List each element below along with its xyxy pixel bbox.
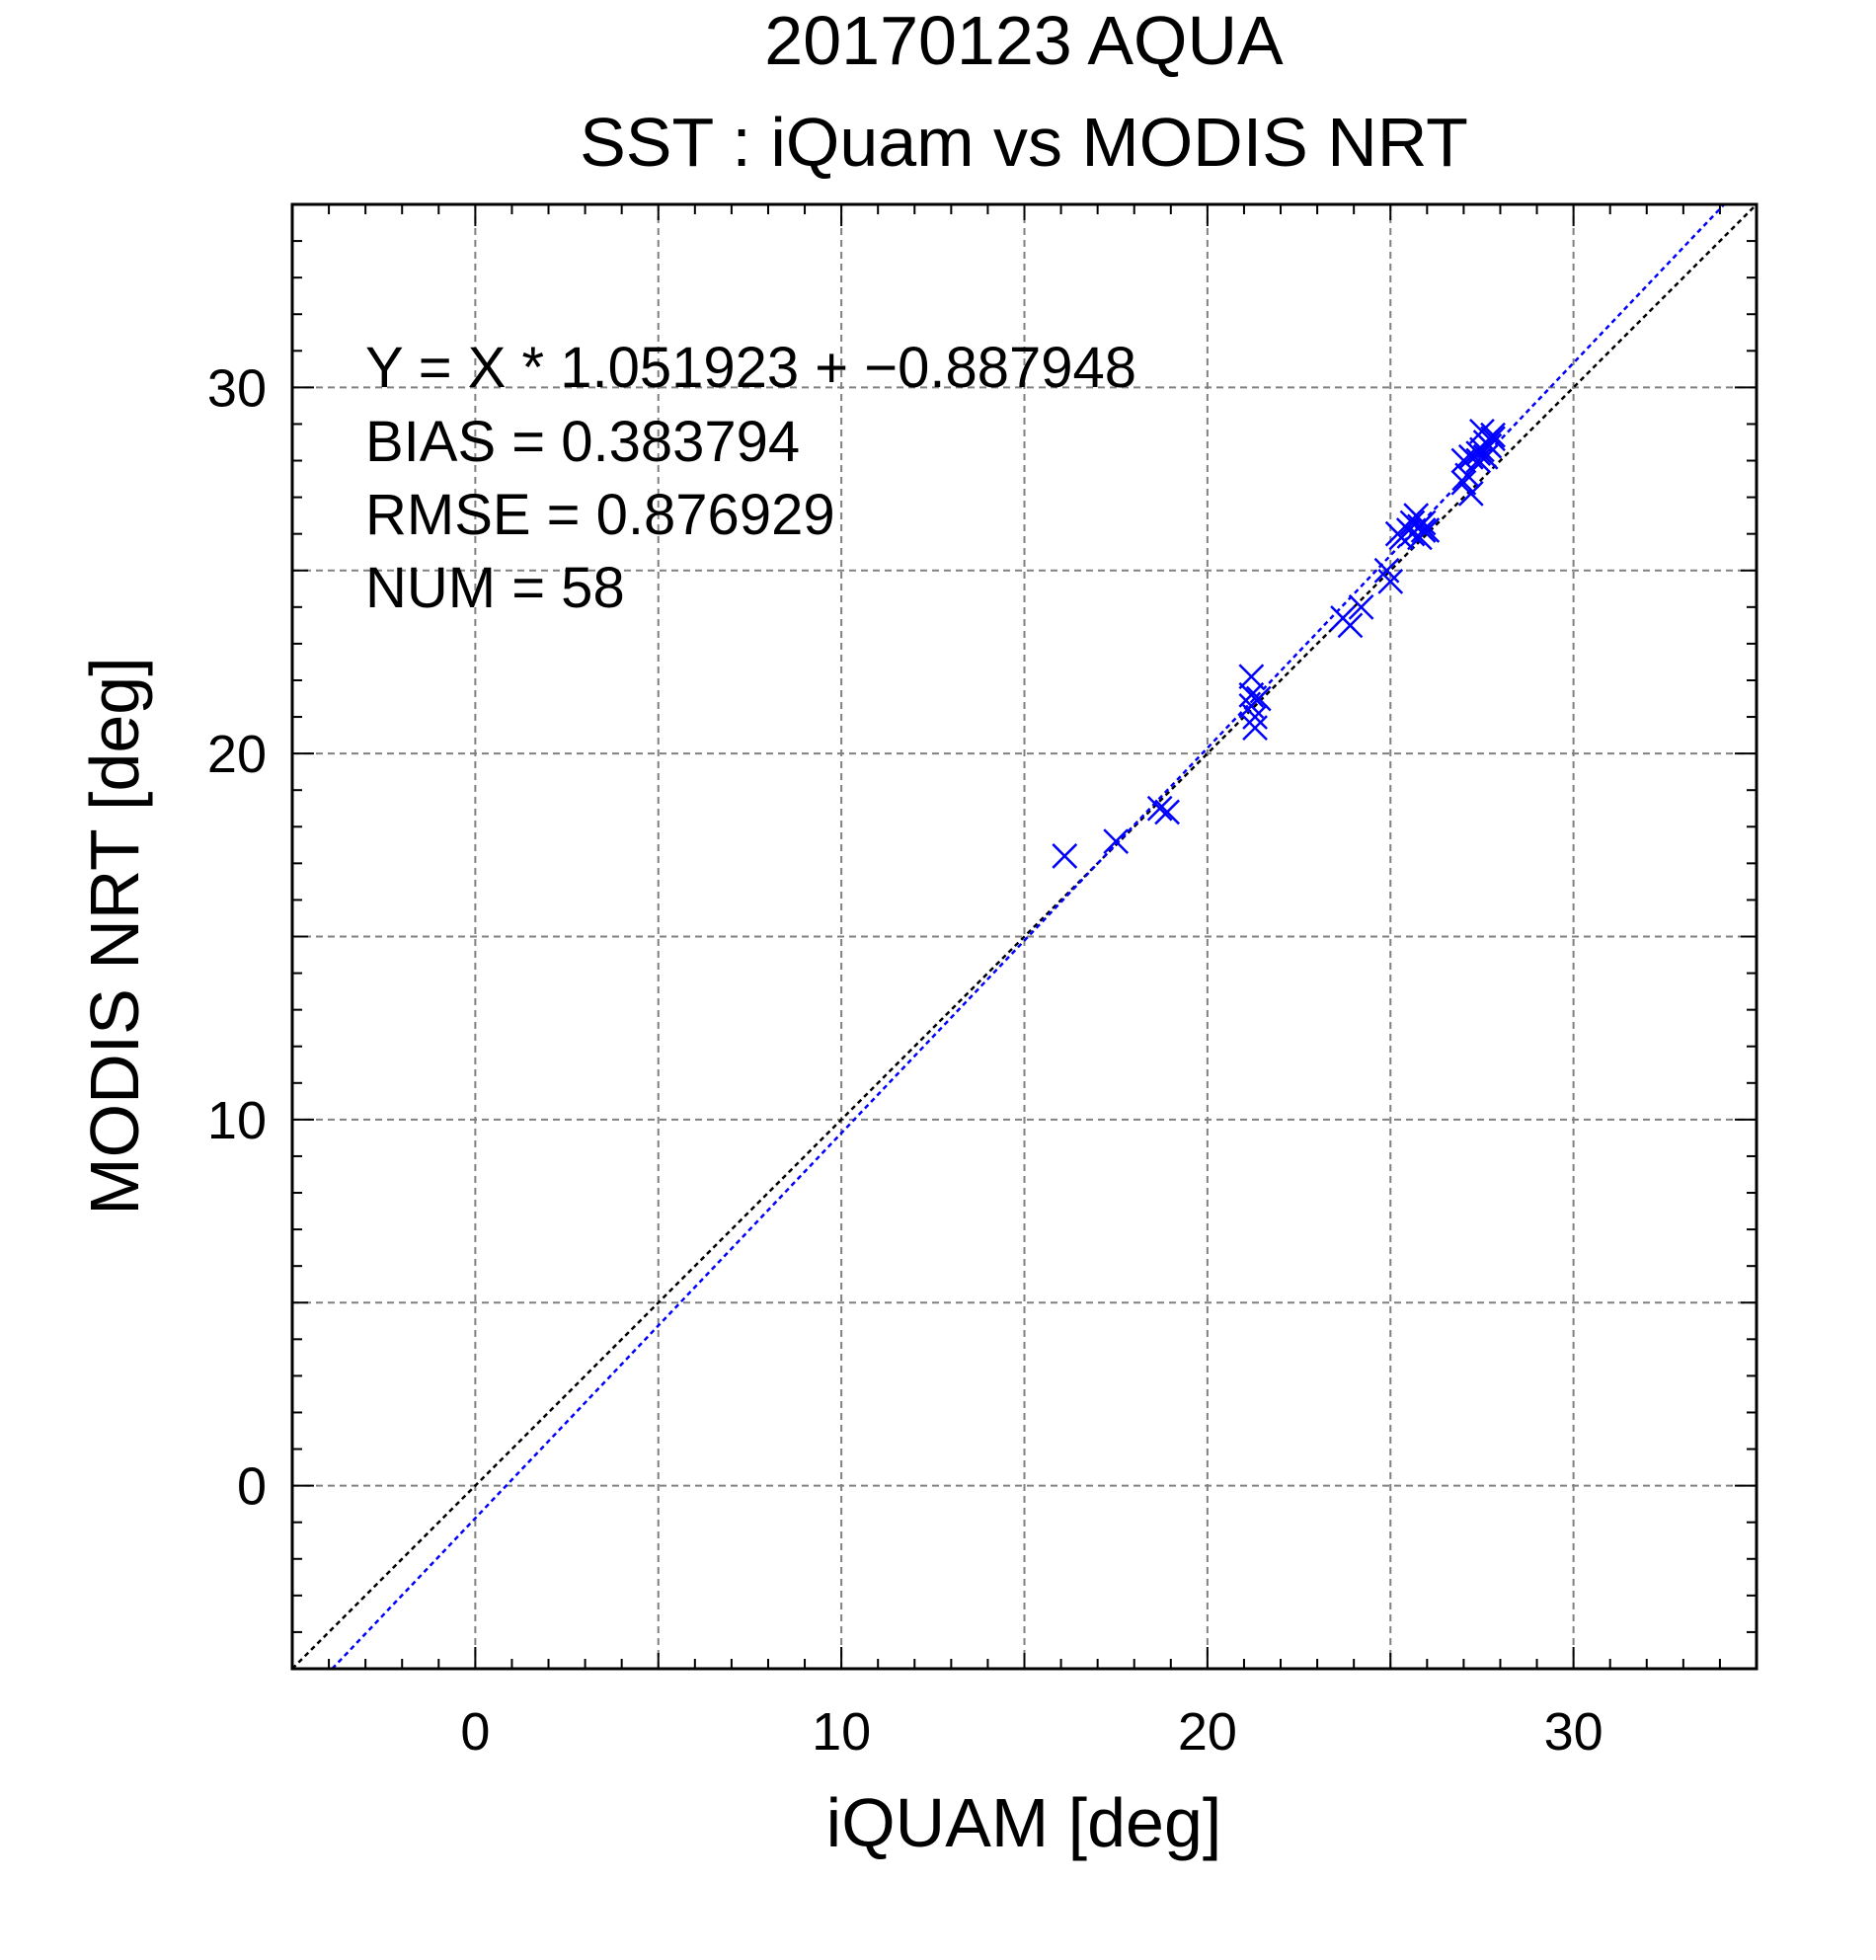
x-tick-label: 0 [460,1702,490,1762]
data-point-stroke [1052,843,1078,869]
data-point [1146,795,1173,822]
data-point [1410,510,1437,536]
data-point [1052,843,1078,869]
data-point [1377,568,1404,594]
data-point-stroke [1146,795,1173,822]
y-tick-label: 20 [207,725,267,784]
data-point [1337,612,1364,639]
data-point-stroke [1348,593,1374,620]
data-point [1414,517,1441,543]
x-tick-labels: 0 10 20 30 [460,1702,1602,1762]
data-point-stroke [1245,685,1272,712]
data-point-stroke [1154,799,1180,825]
data-point [1154,799,1180,825]
data-point-stroke [1410,517,1437,543]
y-axis-label: MODIS NRT [deg] [76,657,153,1215]
data-point [1238,681,1265,708]
chart-title-line2: SST : iQuam vs MODIS NRT [580,104,1468,181]
y-tick-label: 0 [237,1457,267,1517]
data-point [1457,481,1484,507]
data-point-stroke [1480,426,1506,452]
y-tick-label: 10 [207,1091,267,1150]
data-point [1103,828,1130,854]
x-tick-label: 10 [812,1702,871,1762]
y-tick-label: 30 [207,358,267,418]
chart-title-line1: 20170123 AQUA [764,2,1284,79]
data-point-stroke [1414,517,1441,543]
identity-line [291,203,1758,1670]
data-point [1410,517,1437,543]
data-point-stroke [1238,664,1265,690]
plot-frame [290,202,1759,1671]
data-point-stroke [1399,510,1426,536]
x-axis-label: iQUAM [deg] [826,1784,1222,1861]
data-point-stroke [1469,418,1495,444]
stats-equation: Y = X * 1.051923 + −0.887948 [365,336,1136,400]
data-point [1480,426,1506,452]
data-point-stroke [1373,557,1400,584]
data-point [1480,422,1506,448]
data-point [1245,685,1272,712]
data-point-stroke [1337,612,1364,639]
data-point [1399,510,1426,536]
x-tick-label: 30 [1544,1702,1603,1762]
data-point [1450,469,1477,496]
data-point-stroke [1450,469,1477,496]
data-point [1238,664,1265,690]
data-point [1348,593,1374,620]
data-point-stroke [1242,715,1268,742]
y-tick-labels: 0 10 20 30 [207,358,267,1516]
stats-rmse: RMSE = 0.876929 [365,483,835,547]
minor-ticks [292,204,1757,1669]
scatter-points [1052,418,1506,869]
stats-num: NUM = 58 [365,556,625,620]
data-point-stroke [1103,828,1130,854]
data-point-stroke [1480,422,1506,448]
data-point-stroke [1457,481,1484,507]
data-point-stroke [1410,510,1437,536]
data-point-stroke [1238,681,1265,708]
data-point-stroke [1377,568,1404,594]
stats-bias: BIAS = 0.383794 [365,410,800,474]
x-tick-label: 20 [1178,1702,1237,1762]
data-point [1242,715,1268,742]
data-point-stroke [1242,704,1268,730]
